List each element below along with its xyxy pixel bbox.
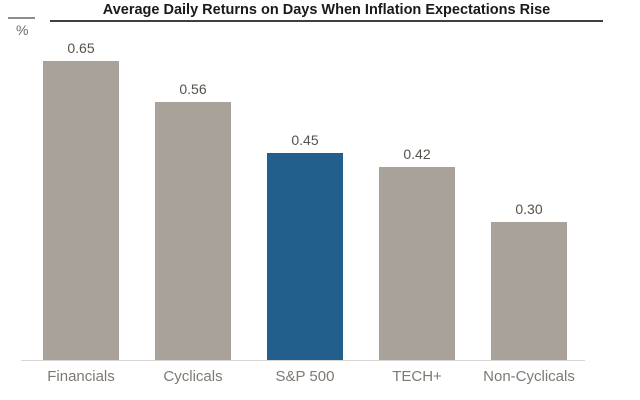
bar-financials	[43, 61, 119, 360]
category-label-cyclicals: Cyclicals	[163, 368, 223, 385]
bar-group-tech: 0.42	[379, 146, 455, 360]
bar-group-non-cyclicals: 0.30	[491, 201, 567, 360]
bar-group-s-p-500: 0.45	[267, 132, 343, 360]
bar-value-label: 0.42	[403, 146, 431, 162]
bar-non-cyclicals	[491, 222, 567, 360]
category-label-tech: TECH+	[392, 368, 442, 385]
bar-s-p-500	[267, 153, 343, 360]
bar-value-label: 0.30	[515, 201, 543, 217]
bar-value-label: 0.65	[67, 40, 95, 56]
y-axis-unit-label: %	[16, 22, 29, 38]
plot-area: 0.65 0.56 0.45 0.42 0.30	[43, 38, 571, 360]
category-label-financials: Financials	[47, 368, 115, 385]
chart-title: Average Daily Returns on Days When Infla…	[102, 2, 551, 18]
category-label-non-cyclicals: Non-Cyclicals	[483, 368, 575, 385]
chart-header: Average Daily Returns on Days When Infla…	[50, 0, 603, 22]
bar-value-label: 0.45	[291, 132, 319, 148]
x-axis-labels: Financials Cyclicals S&P 500 TECH+ Non-Cycli…	[43, 368, 575, 385]
bar-group-financials: 0.65	[43, 40, 119, 360]
axis-unit-dash	[8, 17, 35, 19]
bar-value-label: 0.56	[179, 81, 207, 97]
bar-group-cyclicals: 0.56	[155, 81, 231, 360]
bar-cyclicals	[155, 102, 231, 360]
bar-tech	[379, 167, 455, 360]
x-axis-line	[21, 360, 585, 361]
category-label-s-p-500: S&P 500	[275, 368, 335, 385]
